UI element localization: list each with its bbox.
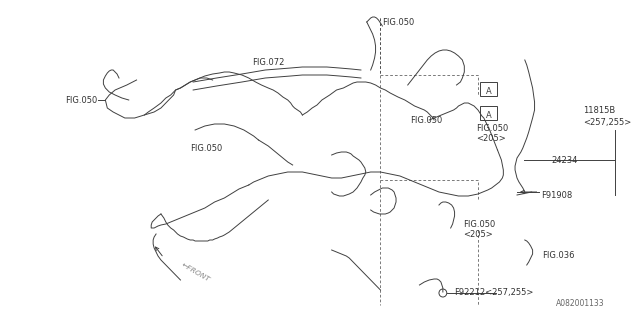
Text: A: A (486, 86, 492, 95)
Bar (480, 82, 497, 96)
Text: F91908: F91908 (541, 190, 573, 199)
Bar (480, 106, 497, 120)
Text: F92212<257,255>: F92212<257,255> (454, 289, 534, 298)
Text: <205>: <205> (476, 133, 506, 142)
Text: FIG.050: FIG.050 (382, 18, 415, 27)
Text: FIG.050: FIG.050 (190, 143, 223, 153)
Text: FIG.050: FIG.050 (463, 220, 495, 228)
Text: <205>: <205> (463, 229, 493, 238)
Text: <257,255>: <257,255> (583, 117, 632, 126)
Text: A: A (486, 110, 492, 119)
Text: FIG.050: FIG.050 (65, 95, 97, 105)
Text: FIG.072: FIG.072 (252, 58, 284, 67)
Text: FIG.036: FIG.036 (542, 251, 575, 260)
Text: ←FRONT: ←FRONT (180, 261, 211, 283)
Text: 11815B: 11815B (583, 106, 616, 115)
Text: 24234: 24234 (551, 156, 577, 164)
Text: A082001133: A082001133 (556, 299, 605, 308)
Text: FIG.050: FIG.050 (476, 124, 508, 132)
Text: FIG.050: FIG.050 (410, 116, 442, 124)
